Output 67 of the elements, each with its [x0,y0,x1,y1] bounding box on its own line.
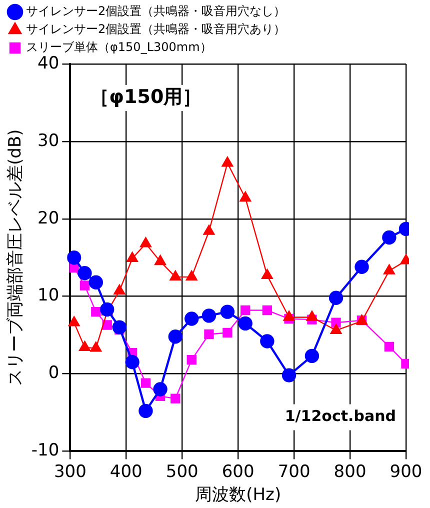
point [68,316,80,326]
point [170,394,180,404]
point [384,342,394,352]
y-tick-label: 10 [38,286,60,306]
point [78,266,92,280]
point [168,329,182,344]
point [78,340,91,352]
point [154,254,166,266]
point [125,355,140,370]
annotation: ［φ150用］ [90,86,202,108]
point [260,334,274,348]
point [91,306,101,317]
point [203,224,215,235]
point [354,260,369,274]
point [186,270,198,281]
x-tick-label: 300 [54,462,86,482]
legend-label: スリーブ単体（φ150_L300mm） [26,40,212,54]
point [90,342,102,352]
point [238,316,252,331]
point [304,348,320,364]
x-tick-label: 700 [278,462,310,482]
point [140,378,151,388]
point [240,191,252,202]
point [204,329,214,340]
x-tick-label: 500 [166,462,198,482]
y-tick-label: 40 [38,53,60,74]
x-axis-title: 周波数(Hz) [195,485,282,506]
point [240,305,250,316]
point [282,368,296,382]
y-tick-label: 30 [38,130,60,151]
point [262,305,272,316]
point [140,237,152,248]
y-tick-label: 20 [38,208,60,228]
annotation: 1/12oct.band [284,407,396,426]
point [306,310,318,321]
point [382,230,396,245]
point [100,302,114,317]
point [186,354,196,365]
point [220,304,235,319]
legend-label: サイレンサー2個設置（共鳴器・吸音用穴なし） [26,4,286,18]
x-tick-label: 900 [390,462,422,482]
x-tick-label: 400 [110,462,142,482]
point [184,312,199,326]
point [261,268,273,280]
y-tick-label: -10 [31,440,60,461]
y-axis-title: スリーブ両端部音圧レベル差(dB) [6,129,26,386]
point [222,156,234,167]
point [330,324,342,334]
point [328,290,344,305]
point [112,320,127,334]
point [170,270,182,281]
x-tick-label: 600 [222,462,254,482]
point [202,308,216,323]
point [80,280,90,290]
point [126,252,138,262]
point [67,250,82,265]
point [88,275,104,290]
point [283,310,295,321]
point [114,284,126,294]
point [138,404,153,418]
point [383,264,396,274]
point [102,320,112,330]
legend-label: サイレンサー2個設置（共鳴器・吸音用穴あり） [26,22,286,36]
point [153,382,168,396]
point [222,328,232,338]
x-tick-label: 800 [334,462,366,482]
y-tick-label: 0 [48,363,60,384]
